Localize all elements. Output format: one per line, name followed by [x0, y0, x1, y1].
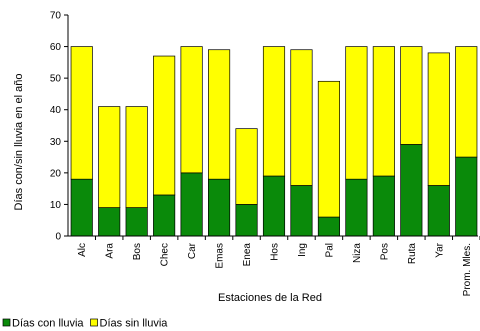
bar-segment-sin-lluvia	[98, 106, 121, 208]
x-tick-label: Ing	[297, 243, 308, 257]
x-tick-label: Emas	[215, 243, 226, 269]
bar-segment-sin-lluvia	[180, 46, 203, 174]
bar-segment-sin-lluvia	[70, 46, 93, 180]
x-axis-title: Estaciones de la Red	[218, 292, 322, 304]
y-tick-label: 70	[50, 11, 62, 22]
bar-segment-con-lluvia	[427, 185, 450, 237]
x-tick-label: Bos	[132, 243, 143, 260]
bar-segment-con-lluvia	[125, 207, 148, 237]
legend-swatch	[2, 318, 11, 327]
bar-segment-sin-lluvia	[208, 49, 231, 180]
bar-segment-sin-lluvia	[125, 106, 148, 208]
bar-segment-con-lluvia	[400, 144, 423, 237]
bar-segment-sin-lluvia	[317, 80, 340, 218]
bar-segment-con-lluvia	[372, 175, 395, 237]
x-tick-label: Pos	[379, 243, 390, 260]
bar-segment-sin-lluvia	[427, 52, 450, 186]
y-tick-label: 20	[50, 168, 62, 179]
bar-segment-sin-lluvia	[153, 55, 176, 196]
y-tick-label: 50	[50, 74, 62, 85]
x-tick-label: Alc	[77, 243, 88, 257]
legend: Días con lluvia Días sin lluvia	[2, 318, 169, 330]
x-tick-label: Pal	[324, 243, 335, 257]
bar-segment-con-lluvia	[290, 185, 313, 237]
y-tick-label: 40	[50, 105, 62, 116]
bar-segment-sin-lluvia	[345, 46, 368, 180]
y-axis-title: Días con/sin lluvia en el año	[13, 74, 25, 211]
x-tick-label: Prom. Mles.	[462, 243, 473, 296]
bar-segment-con-lluvia	[208, 178, 231, 237]
y-tick-label: 10	[50, 200, 62, 211]
bar-segment-con-lluvia	[153, 194, 176, 237]
bar-segment-sin-lluvia	[235, 128, 258, 205]
bar-segment-sin-lluvia	[455, 46, 478, 158]
bar-segment-con-lluvia	[70, 178, 93, 237]
bar-segment-con-lluvia	[98, 207, 121, 237]
bar-segment-sin-lluvia	[262, 46, 286, 177]
bar-segment-con-lluvia	[235, 204, 258, 237]
x-tick-label: Car	[187, 242, 198, 259]
x-tick-label: Yar	[434, 242, 445, 257]
legend-swatch	[90, 318, 98, 327]
y-tick-label: 60	[50, 42, 62, 53]
legend-label: Días sin lluvia	[100, 318, 169, 330]
x-tick-label: Enea	[242, 243, 253, 267]
x-tick-label: Ruta	[407, 243, 418, 265]
bar-segment-sin-lluvia	[372, 46, 395, 177]
bar-segment-sin-lluvia	[290, 49, 313, 186]
bar-segment-con-lluvia	[345, 178, 368, 237]
y-axis: 0 10 20 30 40 50 60 70	[50, 11, 69, 243]
bar-segment-con-lluvia	[455, 156, 478, 237]
bar-segment-con-lluvia	[180, 172, 203, 237]
x-axis: Alc Ara Bos Chec Car Emas Enea Hos Ing Pal Niza Pos…	[68, 235, 480, 296]
x-tick-label: Chec	[160, 243, 171, 266]
legend-label: Días con lluvia	[12, 318, 84, 330]
y-tick-label: 30	[50, 137, 62, 148]
bars	[70, 46, 478, 237]
x-tick-label: Ara	[105, 243, 116, 259]
bar-segment-con-lluvia	[317, 216, 340, 237]
x-tick-label: Hos	[270, 243, 281, 261]
x-tick-label: Niza	[352, 243, 363, 263]
y-tick-label: 0	[55, 232, 61, 243]
bar-segment-con-lluvia	[262, 175, 286, 237]
bar-segment-sin-lluvia	[400, 46, 423, 145]
